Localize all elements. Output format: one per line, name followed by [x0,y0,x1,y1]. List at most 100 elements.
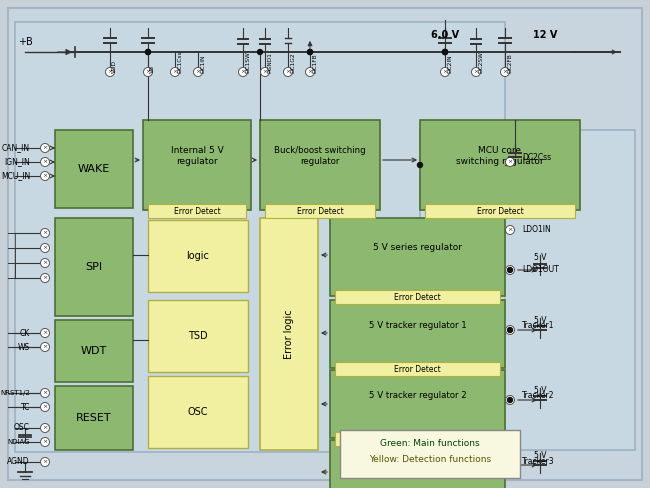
Bar [55,218,133,316]
Text: VB: VB [150,65,155,73]
Text: 5 V: 5 V [534,451,546,460]
Circle shape [146,49,151,55]
Bar [260,120,380,210]
Text: ×: × [42,145,47,150]
Circle shape [40,458,49,467]
Text: 12 V: 12 V [533,30,557,40]
Circle shape [40,388,49,398]
Text: ×: × [508,227,513,232]
Text: 5 V tracker regulator 2: 5 V tracker regulator 2 [369,390,467,400]
Text: WS: WS [18,343,30,351]
Text: DC1G2: DC1G2 [290,52,295,73]
Circle shape [508,398,512,403]
Bar [330,218,505,296]
Text: ×: × [172,69,177,75]
Circle shape [257,49,263,55]
Text: DC1Css: DC1Css [177,50,182,73]
Text: ×: × [443,69,448,75]
Text: Internal 5 V
regulator: Internal 5 V regulator [170,146,224,166]
Bar [148,376,248,448]
Text: logic: logic [187,251,209,261]
Text: ×: × [42,174,47,179]
Circle shape [307,49,313,55]
Text: 5 V tracker regulator 3: 5 V tracker regulator 3 [369,461,467,469]
Text: ×: × [42,330,47,336]
Text: ×: × [263,69,268,75]
Text: ×: × [42,405,47,409]
Text: DC1FB: DC1FB [312,53,317,73]
Text: CAN_IN: CAN_IN [2,143,30,152]
Text: LDO1OUT: LDO1OUT [522,265,559,274]
Text: ×: × [42,345,47,349]
Text: Error Detect: Error Detect [394,365,441,373]
Bar [143,120,251,210]
Text: DC2FB: DC2FB [507,53,512,73]
Bar [330,300,505,368]
Text: ×: × [502,69,508,75]
Text: Buck/boost switching
regulator: Buck/boost switching regulator [274,146,366,166]
Text: TC: TC [21,403,30,411]
Circle shape [40,438,49,447]
Text: ×: × [42,426,47,430]
Text: 5 V: 5 V [534,316,546,325]
Circle shape [506,265,515,274]
Text: WDT: WDT [81,346,107,356]
Circle shape [194,67,203,77]
Circle shape [146,49,151,55]
Text: ×: × [240,69,246,75]
Text: NDIAG: NDIAG [8,439,30,445]
Text: RESET: RESET [76,413,112,423]
Circle shape [506,325,515,334]
Circle shape [170,67,179,77]
Text: ×: × [285,69,291,75]
Text: MCU_IN: MCU_IN [1,171,30,181]
Text: ×: × [42,160,47,164]
Circle shape [506,395,515,405]
Circle shape [307,49,313,55]
Circle shape [261,67,270,77]
Text: Error Detect: Error Detect [174,206,220,216]
Text: DC1SW: DC1SW [245,51,250,73]
Text: ×: × [473,69,478,75]
Text: NRST1/2: NRST1/2 [0,390,30,396]
Text: Tracker2: Tracker2 [522,391,554,401]
Circle shape [508,463,512,468]
Circle shape [105,67,114,77]
Text: Green: Main functions: Green: Main functions [380,439,480,447]
Circle shape [443,49,447,55]
Text: PGND1: PGND1 [267,52,272,73]
Text: VDD: VDD [112,60,117,73]
Text: ×: × [107,69,112,75]
Text: SPI: SPI [85,262,103,272]
Bar [55,320,133,382]
Text: Error logic: Error logic [284,309,294,359]
Bar [260,218,318,450]
Text: ×: × [42,440,47,445]
Circle shape [144,67,153,77]
Bar [55,386,133,450]
Text: ×: × [508,267,513,272]
Bar [330,370,505,438]
Circle shape [40,143,49,152]
Text: ×: × [196,69,201,75]
Bar [148,204,246,218]
Text: OSC: OSC [14,424,30,432]
Text: ×: × [307,69,313,75]
Circle shape [508,327,512,332]
Text: LDO1IN: LDO1IN [522,225,551,235]
Circle shape [283,67,292,77]
Circle shape [40,328,49,338]
Circle shape [40,343,49,351]
Text: 6.0 V: 6.0 V [431,30,459,40]
Circle shape [443,49,447,55]
Text: AGND: AGND [7,458,30,467]
Circle shape [443,49,447,55]
Bar [335,362,500,376]
Text: ×: × [42,276,47,281]
Bar [148,300,248,372]
Circle shape [441,67,450,77]
Text: ×: × [508,398,513,403]
Text: ×: × [42,261,47,265]
Text: DC2SW: DC2SW [478,51,483,73]
Text: ×: × [508,327,513,332]
